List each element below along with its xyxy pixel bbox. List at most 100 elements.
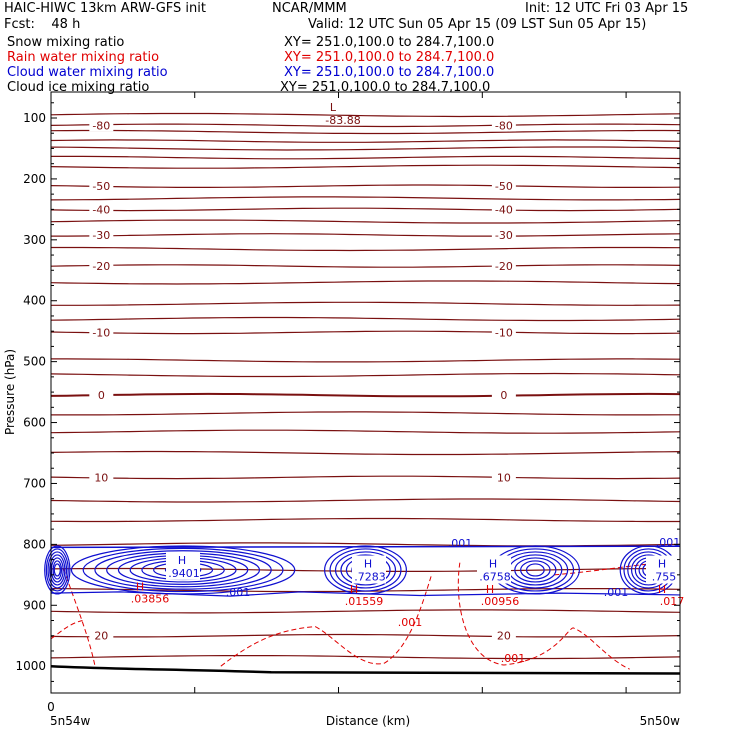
isotherm-label: -80	[495, 119, 513, 132]
cloud-water-contour	[82, 547, 284, 593]
isotherm-label-bg	[491, 203, 516, 216]
isotherm-label: 10	[497, 471, 511, 484]
cloud-max-value: .9401	[168, 567, 200, 580]
valid-time: Valid: 12 UTC Sun 05 Apr 15 (09 LST Sun …	[308, 17, 647, 32]
rain-water-contours	[50, 562, 662, 670]
x-axis-title: Distance (km)	[326, 714, 410, 728]
field-cloud-water-xy: XY= 251.0,100.0 to 284.7,100.0	[284, 65, 495, 80]
cloud-contour-label: .001	[604, 586, 629, 599]
isotherm-label-bg	[491, 389, 516, 402]
x-tick-label-zero: 0	[47, 700, 55, 714]
cloud-water-contour	[94, 550, 272, 590]
cloud-water-contour	[45, 548, 69, 592]
isotherm-label-bg	[491, 180, 516, 193]
isotherm-unlabeled	[50, 655, 681, 660]
cloud-max-value: .755	[652, 571, 677, 584]
rain-water-contour	[50, 620, 83, 640]
cloud-water-contour	[520, 560, 551, 580]
isotherm-label: 0	[500, 389, 507, 402]
cloud-contour-label: .001	[226, 586, 251, 599]
cloud-water-contour	[49, 554, 66, 586]
rain-water-contour	[63, 568, 96, 667]
isotherm-label-bg	[491, 629, 516, 642]
cloud-water-contour	[525, 563, 545, 577]
isotherm-unlabeled	[50, 219, 681, 224]
isotherm-label-bg	[89, 180, 114, 193]
y-tick-label: 700	[23, 476, 46, 490]
isotherm-label: -10	[92, 326, 110, 339]
isotherm-unlabeled	[50, 517, 680, 523]
x-tick-label-right: 5n50w	[640, 714, 681, 728]
isotherm-unlabeled	[51, 301, 681, 306]
cloud-water-envelope-bottom	[50, 591, 681, 597]
cloud-max-marker: H	[178, 554, 186, 567]
isotherm-m30	[51, 233, 681, 237]
isotherm-unlabeled	[50, 146, 681, 151]
field-snow-name: Snow mixing ratio	[7, 35, 125, 50]
cloud-max-value: .6758	[479, 571, 511, 584]
isotherm-label-bg	[491, 228, 516, 241]
rain-max-marker: H	[658, 583, 666, 596]
y-tick-label: 800	[23, 537, 46, 551]
field-snow-xy: XY= 251.0,100.0 to 284.7,100.0	[284, 35, 495, 50]
isotherm-unlabeled	[50, 196, 681, 201]
isotherm-unlabeled	[50, 372, 681, 378]
rain-max-value: .03856	[131, 593, 170, 606]
isotherm-label: -50	[92, 180, 110, 193]
y-tick-label: 100	[23, 111, 46, 125]
field-cloud-water-name: Cloud water mixing ratio	[7, 65, 168, 80]
isotherm-label-bg	[89, 203, 114, 216]
cloud-water-contour	[334, 551, 397, 589]
isotherm-label-bg	[491, 260, 516, 273]
terrain-line	[50, 664, 681, 675]
cloud-water-contour	[47, 551, 68, 589]
isotherm-label-bg	[89, 228, 114, 241]
init-time: Init: 12 UTC Fri 03 Apr 15	[525, 1, 689, 16]
isotherm-unlabeled	[51, 411, 680, 416]
cloud-water-contour	[340, 554, 391, 586]
isotherm-label-bg	[491, 119, 516, 132]
isotherm-label: -30	[92, 229, 110, 242]
isotherm-m10	[50, 330, 681, 335]
y-tick-label: 200	[23, 172, 46, 186]
isotherm-unlabeled	[50, 609, 681, 614]
cloud-max-marker: H	[364, 558, 372, 571]
isotherm-unlabeled	[50, 498, 681, 503]
isotherm-label: 20	[94, 630, 108, 643]
temp-min-value: -83.88	[325, 114, 360, 127]
rain-max-value: .01559	[345, 595, 384, 608]
isotherm-label: -20	[495, 260, 513, 273]
field-rain-name: Rain water mixing ratio	[7, 50, 160, 65]
isotherm-label-bg	[491, 471, 516, 484]
field-cloud-ice-name: Cloud ice mixing ratio	[7, 80, 150, 95]
cloud-water-contour	[52, 560, 63, 580]
isotherm-label: -80	[92, 119, 110, 132]
y-tick-label: 600	[23, 416, 46, 430]
y-tick-label: 1000	[15, 659, 46, 673]
rain-max-value: .017	[660, 595, 685, 608]
isotherm-m70	[50, 139, 681, 143]
isotherm-label: -20	[92, 260, 110, 273]
isotherm-label: -40	[92, 203, 110, 216]
cloud-max-bg	[352, 555, 386, 584]
isotherm-m40	[50, 207, 681, 212]
cloud-max-bg	[646, 555, 680, 584]
x-tick-label-left: 5n54w	[50, 714, 91, 728]
isotherm-unlabeled	[51, 358, 681, 363]
y-tick-label: 900	[23, 598, 46, 612]
isotherm-label-bg	[89, 119, 114, 132]
model-title: HAIC-HIWC 13km ARW-GFS init	[4, 1, 206, 16]
isotherm-unlabeled	[51, 246, 681, 252]
cloud-max-bg	[477, 555, 511, 584]
isotherm-label: -50	[495, 180, 513, 193]
field-rain-xy: XY= 251.0,100.0 to 284.7,100.0	[284, 50, 495, 65]
isotherm-unlabeled	[50, 316, 681, 322]
forecast-hour: Fcst: 48 h	[4, 17, 81, 32]
isotherm-m60	[51, 155, 681, 160]
terrain-surface	[50, 664, 681, 675]
isotherm-label: 20	[497, 630, 511, 643]
center-label: NCAR/MMM	[272, 1, 347, 16]
isotherm-unlabeled	[50, 129, 681, 135]
contour-labels: -80 -80 -50 -50 -40 -40 -30 -30 -20 -20 -10 -10 0 0 10…	[89, 101, 684, 665]
